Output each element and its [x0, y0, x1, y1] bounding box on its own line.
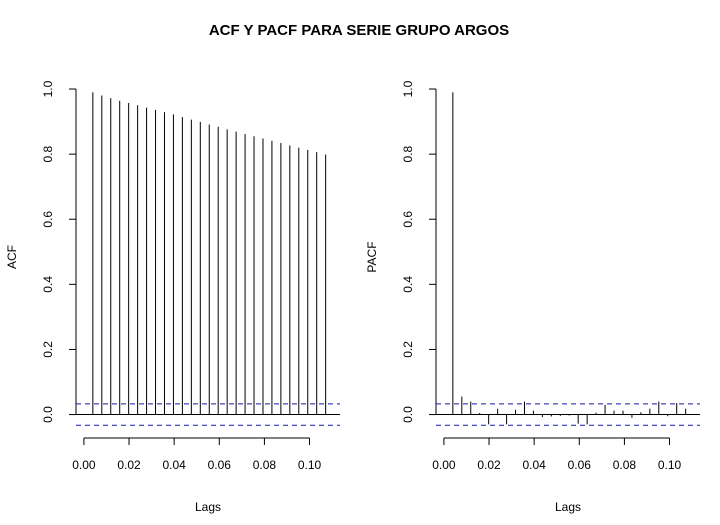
acf-y-tick-label: 0.8	[41, 145, 55, 162]
acf-y-tick-label: 0.4	[41, 276, 55, 293]
pacf-x-tick-label: 0.02	[477, 458, 501, 472]
acf-spikes	[92, 92, 327, 415]
pacf-y-tick-label: 0.6	[401, 211, 415, 228]
acf-x-tick-label: 0.00	[72, 458, 96, 472]
acf-x-tick-label: 0.04	[162, 458, 186, 472]
pacf-x-label: Lags	[555, 500, 581, 514]
pacf-panel: 0.00 0.02 0.04 0.06 0.08 0.10 0.0 0.2 0.4 0.6 0.8 1…	[365, 80, 700, 514]
pacf-x-tick-label: 0.00	[432, 458, 456, 472]
acf-y-label: ACF	[5, 245, 19, 269]
acf-x-tick-label: 0.10	[298, 458, 322, 472]
pacf-y-tick-label: 0.2	[401, 341, 415, 358]
acf-x-tick-label: 0.06	[208, 458, 232, 472]
acf-y-axis: 0.0 0.2 0.4 0.6 0.8 1.0	[41, 80, 77, 423]
pacf-x-tick-label: 0.10	[658, 458, 682, 472]
acf-y-tick-label: 1.0	[41, 80, 55, 97]
pacf-y-tick-label: 0.8	[401, 145, 415, 162]
pacf-x-tick-label: 0.04	[522, 458, 546, 472]
pacf-y-tick-label: 0.0	[401, 406, 415, 423]
acf-x-tick-label: 0.02	[117, 458, 141, 472]
pacf-x-axis: 0.00 0.02 0.04 0.06 0.08 0.10	[432, 437, 682, 472]
acf-y-tick-label: 0.2	[41, 341, 55, 358]
pacf-y-axis: 0.0 0.2 0.4 0.6 0.8 1.0	[401, 80, 437, 423]
acf-y-tick-label: 0.0	[41, 406, 55, 423]
pacf-y-tick-label: 1.0	[401, 80, 415, 97]
acf-y-tick-label: 0.6	[41, 211, 55, 228]
pacf-y-label: PACF	[365, 241, 379, 272]
main-title: ACF Y PACF PARA SERIE GRUPO ARGOS	[209, 22, 509, 39]
acf-panel: 0.00 0.02 0.04 0.06 0.08 0.10 0.0 0.2 0.4 0.6 0.8 1…	[5, 80, 340, 514]
acf-x-label: Lags	[195, 500, 221, 514]
pacf-x-tick-label: 0.06	[568, 458, 592, 472]
acf-x-axis: 0.00 0.02 0.04 0.06 0.08 0.10	[72, 437, 322, 472]
pacf-spikes	[452, 92, 687, 425]
pacf-y-tick-label: 0.4	[401, 276, 415, 293]
acf-x-tick-label: 0.08	[253, 458, 277, 472]
pacf-x-tick-label: 0.08	[613, 458, 637, 472]
